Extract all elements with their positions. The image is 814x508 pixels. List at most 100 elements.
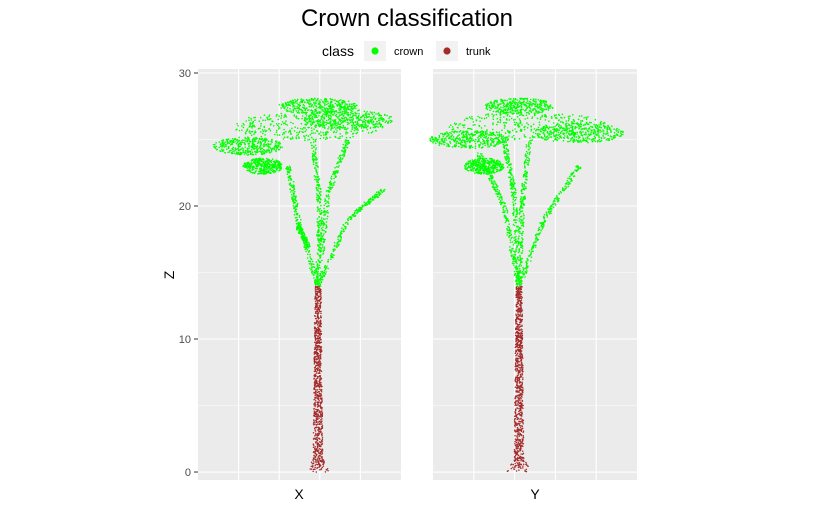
panel-y-crown-point bbox=[512, 261, 514, 263]
panel-x-crown-point bbox=[297, 127, 299, 129]
panel-x-crown-point bbox=[356, 113, 358, 115]
panel-x-trunk-point bbox=[317, 438, 319, 440]
panel-x-crown-point bbox=[317, 206, 319, 208]
panel-y-trunk-point bbox=[517, 463, 519, 465]
panel-x-trunk-point bbox=[318, 300, 320, 302]
panel-x-trunk-point bbox=[318, 467, 320, 469]
panel-x-crown-point bbox=[213, 146, 215, 148]
panel-x-crown-point bbox=[250, 133, 252, 135]
panel-x-crown-point bbox=[324, 270, 326, 272]
panel-x-crown-point bbox=[341, 227, 343, 229]
panel-x-trunk-point bbox=[321, 378, 323, 380]
panel-x-crown-point bbox=[298, 136, 300, 138]
panel-x-crown-point bbox=[307, 139, 309, 141]
panel-y-trunk-point bbox=[514, 401, 516, 403]
panel-x-trunk-point bbox=[316, 353, 318, 355]
panel-y-trunk-point bbox=[518, 303, 520, 305]
panel-x-crown-point bbox=[319, 221, 321, 223]
panel-x-crown-point bbox=[327, 201, 329, 203]
panel-x-trunk-point bbox=[321, 402, 323, 404]
panel-x-trunk-point bbox=[319, 452, 321, 454]
panel-x-trunk-point bbox=[317, 349, 319, 351]
panel-x-crown-point bbox=[318, 209, 320, 211]
panel-x-crown-point bbox=[264, 153, 266, 155]
panel-x-trunk-point bbox=[314, 415, 316, 417]
panel-y-trunk-point bbox=[516, 318, 518, 320]
panel-x-trunk-point bbox=[316, 309, 318, 311]
panel-y-trunk-point bbox=[512, 464, 514, 466]
panel-x-trunk-point bbox=[319, 311, 321, 313]
panel-y-trunk-point bbox=[518, 319, 520, 321]
panel-x-crown-point bbox=[257, 166, 259, 168]
panel-x-trunk-point bbox=[318, 396, 320, 398]
panel-x-crown-point bbox=[320, 273, 322, 275]
panel-x-crown-point bbox=[334, 242, 336, 244]
panel-y-trunk-point bbox=[523, 437, 525, 439]
panel-y-crown-point bbox=[508, 220, 510, 222]
panel-x-crown-point bbox=[276, 161, 278, 163]
panel-x-crown-point bbox=[262, 153, 264, 155]
panel-x-crown-point bbox=[279, 143, 281, 145]
panel-y-trunk-point bbox=[520, 287, 522, 289]
panel-x-crown-point bbox=[290, 182, 292, 184]
panel-y-trunk-point bbox=[518, 380, 520, 382]
panel-x-crown-point bbox=[251, 119, 253, 121]
panel-x-crown-point bbox=[276, 146, 278, 148]
panel-x-crown-point bbox=[337, 117, 339, 119]
panel-x-crown-point bbox=[270, 148, 272, 150]
panel-x-crown-point bbox=[233, 140, 235, 142]
panel-y-trunk-point bbox=[517, 374, 519, 376]
panel-x-trunk-point bbox=[315, 293, 317, 295]
panel-x-crown-point bbox=[346, 103, 348, 105]
panel-x-crown-point bbox=[318, 197, 320, 199]
panel-y-trunk-point bbox=[521, 340, 523, 342]
panel-x-crown-point bbox=[378, 123, 380, 125]
panel-x-crown-point bbox=[279, 169, 281, 171]
panel-y-trunk-point bbox=[515, 447, 517, 449]
panel-y-trunk-point bbox=[511, 468, 513, 470]
panel-x-trunk-point bbox=[320, 465, 322, 467]
panel-x-crown-point bbox=[352, 136, 354, 138]
panel-x-trunk-point bbox=[321, 468, 323, 470]
panel-x-crown-point bbox=[327, 261, 329, 263]
panel-y-trunk-point bbox=[518, 298, 520, 300]
panel-x-crown-point bbox=[324, 248, 326, 250]
panel-x-crown-point bbox=[239, 146, 241, 148]
panel-x-crown-point bbox=[262, 129, 264, 131]
panel-y-trunk-point bbox=[515, 355, 517, 357]
panel-x-crown-point bbox=[324, 105, 326, 107]
panel-y-trunk-point bbox=[522, 367, 524, 369]
panel-y-trunk-point bbox=[521, 428, 523, 430]
panel-x-crown-point bbox=[354, 103, 356, 105]
panel-x-trunk-point bbox=[327, 470, 329, 472]
panel-y-trunk-point bbox=[517, 423, 519, 425]
panel-x-crown-point bbox=[388, 118, 390, 120]
panel-x-crown-point bbox=[281, 146, 283, 148]
panel-x-crown-point bbox=[262, 150, 264, 152]
panel-x-crown-point bbox=[244, 163, 246, 165]
panel-x-crown-point bbox=[303, 246, 305, 248]
panel-x-crown-point bbox=[337, 238, 339, 240]
panel-x-crown-point bbox=[356, 213, 358, 215]
panel-x-crown-point bbox=[356, 116, 358, 118]
panel-y-trunk-point bbox=[517, 391, 519, 393]
panel-x-crown-point bbox=[292, 187, 294, 189]
panel-y-trunk-point bbox=[522, 405, 524, 407]
panel-y-trunk-point bbox=[517, 326, 519, 328]
panel-x-trunk-point bbox=[320, 396, 322, 398]
panel-y-trunk-point bbox=[521, 353, 523, 355]
panel-x-crown-point bbox=[320, 261, 322, 263]
panel-x-crown-point bbox=[253, 144, 255, 146]
panel-x-crown-point bbox=[252, 166, 254, 168]
panel-x-crown-point bbox=[278, 146, 280, 148]
panel-x-crown-point bbox=[238, 137, 240, 139]
panel-x-trunk-point bbox=[319, 364, 321, 366]
panel-x-crown-point bbox=[247, 140, 249, 142]
panel-x-crown-point bbox=[287, 124, 289, 126]
panel-y-crown-point bbox=[510, 242, 512, 244]
panel-x-crown-point bbox=[321, 241, 323, 243]
panel-x-trunk-point bbox=[318, 391, 320, 393]
panel-x-crown-point bbox=[259, 170, 261, 172]
panel-x-trunk-point bbox=[317, 332, 319, 334]
panel-x-crown-point bbox=[351, 216, 353, 218]
